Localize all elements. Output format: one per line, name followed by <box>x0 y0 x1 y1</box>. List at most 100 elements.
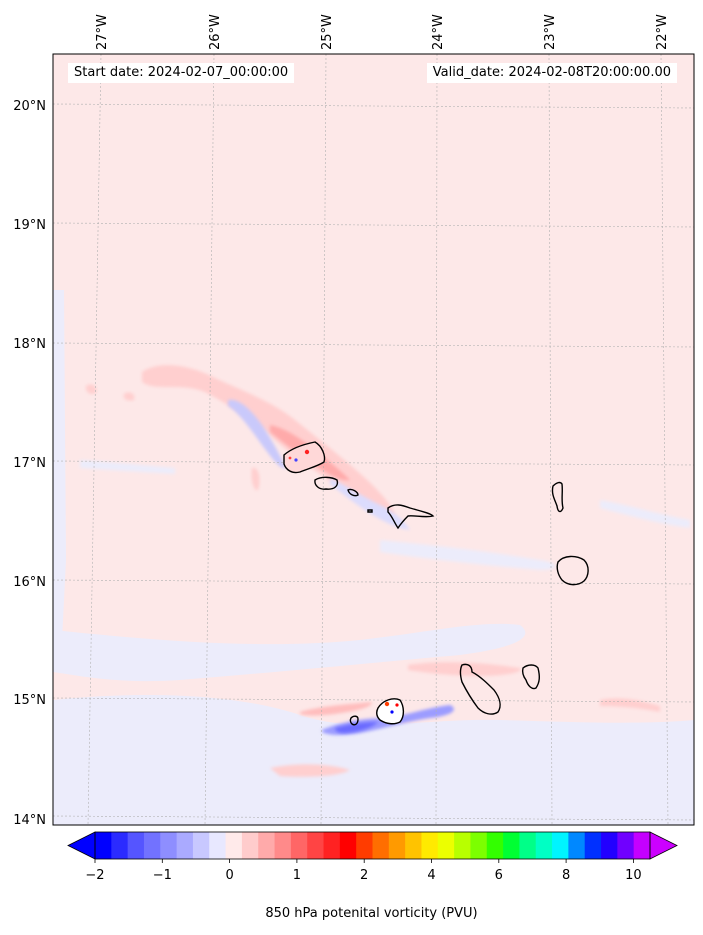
valid-date-label: Valid_date: 2024-02-08T20:00:00.00 <box>426 63 677 83</box>
southern-low-pv-band <box>53 623 526 682</box>
high-pv-south-patch <box>600 698 660 712</box>
colorbar: −2 −1 0 1 2 4 6 8 10 <box>67 831 678 883</box>
colorbar-swatch <box>372 832 390 859</box>
island-branco <box>367 509 373 513</box>
colorbar-swatch <box>388 832 406 859</box>
island-sao-vicente <box>314 476 339 490</box>
lat-label-19n: 19°N <box>13 218 46 233</box>
lon-label-23w: 23°W <box>543 14 558 50</box>
low-pv-wake-edge <box>228 399 286 469</box>
parallel-18n <box>53 342 694 348</box>
colorbar-tick-label: 1 <box>293 868 301 883</box>
colorbar-swatch <box>209 832 226 859</box>
colorbar-under-extension <box>67 831 96 860</box>
colorbar-swatch <box>307 832 324 859</box>
colorbar-swatch <box>568 832 586 859</box>
colorbar-swatch <box>176 832 194 859</box>
colorbar-swatch <box>323 832 341 859</box>
lon-label-27w: 27°W <box>95 14 110 50</box>
low-pv-wake-lower <box>330 478 410 530</box>
parallel-19n <box>53 222 694 228</box>
colorbar-tick-label: 8 <box>562 868 570 883</box>
colorbar-swatch <box>225 832 243 859</box>
meridian-25w <box>320 54 327 825</box>
colorbar-swatch <box>437 832 455 859</box>
lat-label-20n: 20°N <box>13 99 46 114</box>
colorbar-swatch <box>601 832 618 859</box>
meridian-23w <box>548 54 553 825</box>
meridian-27w <box>87 54 102 825</box>
coastlines <box>283 441 589 726</box>
low-pv-streak-west <box>80 460 175 474</box>
pv-max-spot-1 <box>304 449 310 455</box>
high-pv-sw-patch <box>270 764 350 777</box>
island-santa-luzia <box>347 488 359 497</box>
pv-max-spot-5 <box>390 710 394 714</box>
pv-max-spot-4 <box>384 701 390 707</box>
pv-max-spot-3 <box>288 456 292 460</box>
start-date-label: Start date: 2024-02-07_00:00:00 <box>68 63 295 83</box>
island-santo-antao <box>283 441 326 474</box>
colorbar-swatch <box>617 832 635 859</box>
longitude-labels: 27°W 26°W 25°W 24°W 23°W 22°W <box>95 14 670 50</box>
map-frame <box>52 53 695 826</box>
lat-label-17n: 17°N <box>13 456 46 471</box>
parallel-15n <box>53 697 694 703</box>
lat-label-18n: 18°N <box>13 337 46 352</box>
high-pv-fogo-band <box>300 702 372 716</box>
island-boa-vista <box>556 555 589 586</box>
colorbar-title: 850 hPa potenital vorticity (PVU) <box>265 906 478 921</box>
lon-label-22w: 22°W <box>655 14 670 50</box>
high-pv-patch-3 <box>251 467 260 491</box>
colorbar-swatch <box>192 832 210 859</box>
low-pv-streak-east-2 <box>600 500 690 528</box>
lon-label-26w: 26°W <box>208 14 223 50</box>
colorbar-over-extension <box>649 831 678 860</box>
island-sal <box>551 481 564 513</box>
colorbar-swatch <box>95 832 112 859</box>
colorbar-tick-label: 2 <box>360 868 368 883</box>
southern-low-pv-area <box>53 695 694 825</box>
graticule <box>53 54 694 825</box>
colorbar-swatch <box>584 832 602 859</box>
colorbar-swatch <box>454 832 471 859</box>
meridian-22w <box>660 54 669 825</box>
western-edge-low-pv <box>53 290 66 640</box>
lon-label-25w: 25°W <box>320 14 335 50</box>
colorbar-tick-label: −2 <box>85 868 104 883</box>
island-maio <box>521 664 541 690</box>
pv-extremes <box>288 449 399 714</box>
colorbar-swatch <box>290 832 308 859</box>
lat-label-16n: 16°N <box>13 575 46 590</box>
meridian-24w <box>435 54 438 825</box>
colorbar-swatch <box>486 832 504 859</box>
colorbar-swatch <box>356 832 373 859</box>
colorbar-swatch <box>405 832 422 859</box>
colorbar-swatch <box>633 832 651 859</box>
parallel-14n <box>53 815 694 821</box>
colorbar-swatch <box>143 832 161 859</box>
pv-max-spot-6 <box>395 703 399 707</box>
colorbar-swatch <box>241 832 259 859</box>
lat-label-14n: 14°N <box>13 813 46 828</box>
colorbar-tick-label: −1 <box>153 868 172 883</box>
colorbar-swatch <box>258 832 275 859</box>
high-pv-patch-1 <box>85 384 97 395</box>
low-pv-streak-east-1 <box>380 540 555 570</box>
colorbar-tick-label: 10 <box>625 868 642 883</box>
colorbar-swatch <box>470 832 488 859</box>
parallel-17n <box>53 460 694 466</box>
colorbar-tick-label: 0 <box>225 868 233 883</box>
colorbar-swatch <box>535 832 553 859</box>
pv-max-spot-2 <box>294 458 298 462</box>
latitude-labels: 20°N 19°N 18°N 17°N 16°N 15°N 14°N <box>13 99 46 828</box>
colorbar-swatch <box>339 832 357 859</box>
colorbar-swatch <box>111 832 129 859</box>
lon-label-24w: 24°W <box>431 14 446 50</box>
island-santiago <box>459 663 501 715</box>
colorbar-swatch <box>421 832 439 859</box>
low-pv-fogo-core <box>335 722 378 733</box>
parallel-16n <box>53 579 694 585</box>
colorbar-tick-label: 6 <box>495 868 503 883</box>
